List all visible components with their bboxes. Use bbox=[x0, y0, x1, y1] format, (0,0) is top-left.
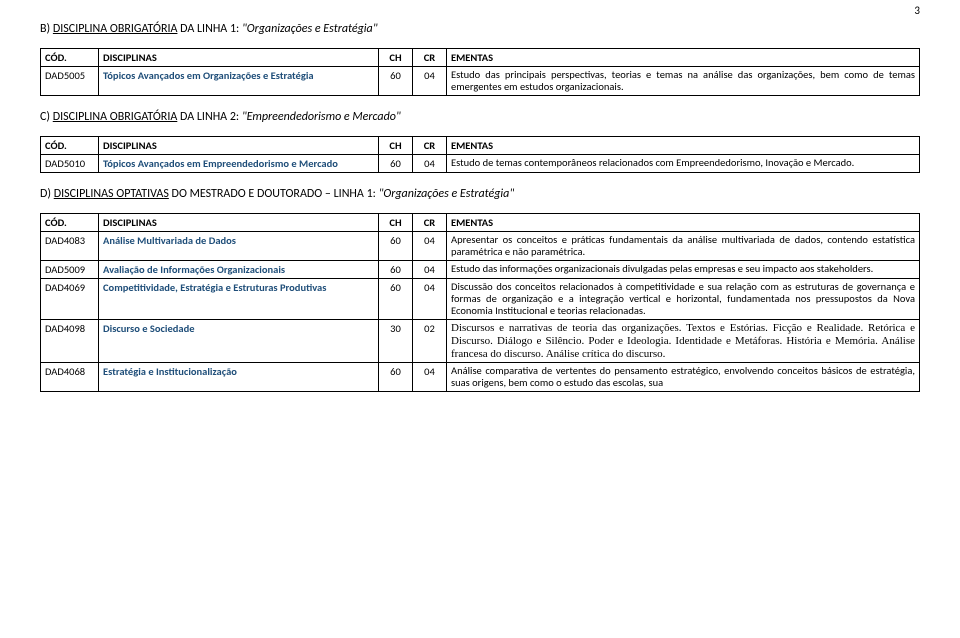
code-cell: DAD5009 bbox=[41, 261, 99, 279]
heading-prefix: B) bbox=[40, 22, 53, 36]
cr-cell: 04 bbox=[413, 279, 447, 320]
discipline-cell: Estratégia e Institucionalização bbox=[99, 363, 379, 392]
table-row: DAD5010Tópicos Avançados em Empreendedor… bbox=[41, 155, 920, 173]
heading-rest: DO MESTRADO E DOUTORADO – LINHA 1: bbox=[169, 187, 379, 201]
col-header-cod: CÓD. bbox=[41, 137, 99, 155]
col-header-cod: CÓD. bbox=[41, 49, 99, 67]
col-header-cr: CR bbox=[413, 214, 447, 232]
heading-italic: "Organizações e Estratégia" bbox=[242, 22, 378, 36]
page-number: 3 bbox=[914, 4, 920, 17]
heading-italic: "Organizações e Estratégia" bbox=[379, 187, 515, 201]
heading-underline: DISCIPLINA OBRIGATÓRIA bbox=[53, 110, 178, 124]
heading-underline: DISCIPLINAS OPTATIVAS bbox=[54, 187, 169, 201]
code-cell: DAD5010 bbox=[41, 155, 99, 173]
ementa-cell: Apresentar os conceitos e práticas funda… bbox=[447, 232, 920, 261]
ch-cell: 60 bbox=[379, 232, 413, 261]
ementa-cell: Discursos e narrativas de teoria das org… bbox=[447, 320, 920, 363]
cr-cell: 04 bbox=[413, 155, 447, 173]
heading-rest: DA LINHA 1: bbox=[177, 22, 242, 36]
code-cell: DAD4069 bbox=[41, 279, 99, 320]
disciplines-table: CÓD.DISCIPLINASCHCREMENTASDAD5010Tópicos… bbox=[40, 136, 920, 173]
ch-cell: 60 bbox=[379, 67, 413, 96]
col-header-ch: CH bbox=[379, 214, 413, 232]
ementa-cell: Análise comparativa de vertentes do pens… bbox=[447, 363, 920, 392]
col-header-disc: DISCIPLINAS bbox=[99, 214, 379, 232]
ch-cell: 60 bbox=[379, 363, 413, 392]
sections-container: B) DISCIPLINA OBRIGATÓRIA DA LINHA 1: "O… bbox=[40, 22, 920, 392]
table-row: DAD4098Discurso e Sociedade3002Discursos… bbox=[41, 320, 920, 363]
table-row: DAD4068Estratégia e Institucionalização6… bbox=[41, 363, 920, 392]
discipline-cell: Competitividade, Estratégia e Estruturas… bbox=[99, 279, 379, 320]
table-row: DAD5009Avaliação de Informações Organiza… bbox=[41, 261, 920, 279]
code-cell: DAD4068 bbox=[41, 363, 99, 392]
cr-cell: 04 bbox=[413, 261, 447, 279]
disciplines-table: CÓD.DISCIPLINASCHCREMENTASDAD4083Análise… bbox=[40, 213, 920, 392]
discipline-cell: Avaliação de Informações Organizacionais bbox=[99, 261, 379, 279]
col-header-cr: CR bbox=[413, 137, 447, 155]
heading-rest: DA LINHA 2: bbox=[177, 110, 242, 124]
col-header-disc: DISCIPLINAS bbox=[99, 137, 379, 155]
cr-cell: 02 bbox=[413, 320, 447, 363]
col-header-ch: CH bbox=[379, 49, 413, 67]
table-row: DAD4069Competitividade, Estratégia e Est… bbox=[41, 279, 920, 320]
table-row: DAD5005Tópicos Avançados em Organizações… bbox=[41, 67, 920, 96]
col-header-ementa: EMENTAS bbox=[447, 49, 920, 67]
cr-cell: 04 bbox=[413, 67, 447, 96]
section-heading: B) DISCIPLINA OBRIGATÓRIA DA LINHA 1: "O… bbox=[40, 22, 920, 36]
disciplines-table: CÓD.DISCIPLINASCHCREMENTASDAD5005Tópicos… bbox=[40, 48, 920, 96]
ementa-cell: Estudo de temas contemporâneos relaciona… bbox=[447, 155, 920, 173]
col-header-ementa: EMENTAS bbox=[447, 137, 920, 155]
heading-underline: DISCIPLINA OBRIGATÓRIA bbox=[53, 22, 178, 36]
ementa-cell: Discussão dos conceitos relacionados à c… bbox=[447, 279, 920, 320]
heading-italic: "Empreendedorismo e Mercado" bbox=[242, 110, 401, 124]
ch-cell: 30 bbox=[379, 320, 413, 363]
ch-cell: 60 bbox=[379, 279, 413, 320]
ementa-cell: Estudo das principais perspectivas, teor… bbox=[447, 67, 920, 96]
code-cell: DAD5005 bbox=[41, 67, 99, 96]
col-header-disc: DISCIPLINAS bbox=[99, 49, 379, 67]
col-header-cr: CR bbox=[413, 49, 447, 67]
discipline-cell: Discurso e Sociedade bbox=[99, 320, 379, 363]
section-heading: C) DISCIPLINA OBRIGATÓRIA DA LINHA 2: "E… bbox=[40, 110, 920, 124]
ch-cell: 60 bbox=[379, 155, 413, 173]
col-header-cod: CÓD. bbox=[41, 214, 99, 232]
section-heading: D) DISCIPLINAS OPTATIVAS DO MESTRADO E D… bbox=[40, 187, 920, 201]
code-cell: DAD4098 bbox=[41, 320, 99, 363]
table-row: DAD4083Análise Multivariada de Dados6004… bbox=[41, 232, 920, 261]
discipline-cell: Tópicos Avançados em Organizações e Estr… bbox=[99, 67, 379, 96]
code-cell: DAD4083 bbox=[41, 232, 99, 261]
discipline-cell: Tópicos Avançados em Empreendedorismo e … bbox=[99, 155, 379, 173]
cr-cell: 04 bbox=[413, 363, 447, 392]
heading-prefix: C) bbox=[40, 110, 53, 124]
ch-cell: 60 bbox=[379, 261, 413, 279]
ementa-cell: Estudo das informações organizacionais d… bbox=[447, 261, 920, 279]
col-header-ementa: EMENTAS bbox=[447, 214, 920, 232]
col-header-ch: CH bbox=[379, 137, 413, 155]
cr-cell: 04 bbox=[413, 232, 447, 261]
heading-prefix: D) bbox=[40, 187, 54, 201]
discipline-cell: Análise Multivariada de Dados bbox=[99, 232, 379, 261]
